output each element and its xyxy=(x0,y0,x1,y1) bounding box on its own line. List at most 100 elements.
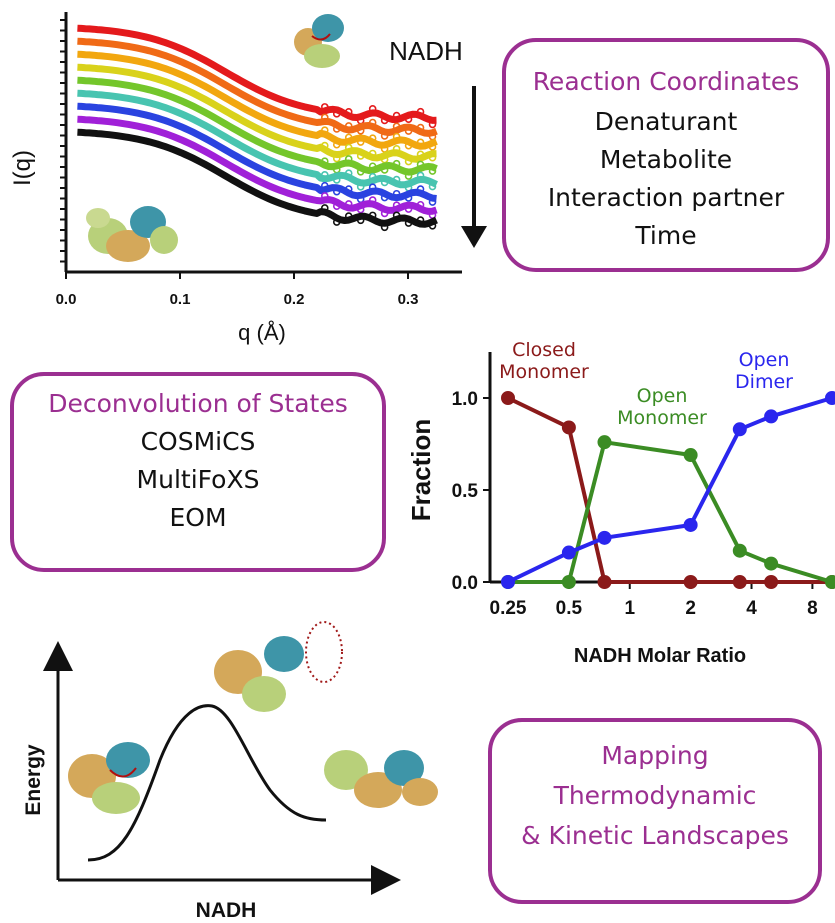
saxs-scatter-point xyxy=(416,185,425,193)
energy-panel: Energy NADH xyxy=(22,621,438,922)
saxs-curve xyxy=(77,37,438,137)
saxs-scatter-point xyxy=(332,202,341,210)
saxs-scatter-point xyxy=(416,171,425,180)
saxs-scatter-point xyxy=(356,167,365,176)
saxs-scatter-point xyxy=(380,209,389,218)
fraction-data-point xyxy=(764,556,779,571)
fraction-data-point xyxy=(683,575,698,589)
saxs-scatter-point xyxy=(368,211,377,220)
fraction-data-point xyxy=(764,409,779,424)
reaction-coordinates-box: Reaction Coordinates Denaturant Metaboli… xyxy=(502,38,830,272)
saxs-scatter-point xyxy=(380,223,389,232)
reaction-item: Denaturant xyxy=(595,107,738,136)
saxs-curve xyxy=(77,115,438,215)
energy-curve xyxy=(87,704,327,862)
saxs-curve xyxy=(77,128,438,228)
saxs-scatter-point xyxy=(344,169,353,178)
fraction-data-point xyxy=(825,575,835,589)
saxs-curve xyxy=(77,89,438,189)
saxs-scatter-point xyxy=(392,211,401,220)
saxs-scatter-point xyxy=(380,193,389,202)
saxs-scatter-point xyxy=(344,185,353,193)
fraction-data-point xyxy=(501,391,515,405)
reaction-box-title: Reaction Coordinates xyxy=(533,67,800,96)
fraction-x-tick-label: 8 xyxy=(807,598,818,619)
fraction-y-label: Fraction xyxy=(406,419,436,522)
saxs-scatter-point xyxy=(344,108,353,116)
saxs-scatter-point xyxy=(356,205,365,214)
fraction-y-tick-label: 0.0 xyxy=(452,573,478,594)
fraction-data-point xyxy=(732,543,747,558)
saxs-scatter-point xyxy=(404,115,413,123)
saxs-scatter-point xyxy=(344,143,353,152)
fraction-data-point xyxy=(732,575,747,589)
saxs-scatter-point xyxy=(344,212,353,220)
fraction-data-point xyxy=(825,391,835,405)
saxs-scatter-point xyxy=(368,183,377,192)
fraction-series-label: Monomer xyxy=(617,407,707,429)
saxs-scatter-point xyxy=(392,159,401,168)
mapping-line: Thermodynamic xyxy=(553,781,757,810)
fraction-x-tick-label: 1 xyxy=(624,598,635,619)
saxs-x-tick-label: 0.0 xyxy=(56,291,77,308)
fraction-data-point xyxy=(561,420,576,435)
saxs-scatter-point xyxy=(416,160,425,169)
fraction-data-point xyxy=(764,575,779,589)
saxs-x-tick-label: 0.2 xyxy=(284,291,305,308)
energy-x-label: NADH xyxy=(196,899,257,922)
saxs-panel: 0.0 0.1 0.2 0.3 I(q) q (Å) NADH xyxy=(9,12,487,345)
saxs-scatter-point xyxy=(404,172,413,180)
saxs-scatter-point xyxy=(416,200,425,209)
saxs-x-tick-label: 0.3 xyxy=(398,291,419,308)
mapping-line: Mapping xyxy=(601,741,708,770)
saxs-y-ticks xyxy=(60,19,66,263)
open-dimer-molecule-icon xyxy=(324,750,438,808)
fraction-data-point xyxy=(683,517,698,532)
fraction-x-tick-label: 4 xyxy=(746,598,757,619)
reaction-item: Interaction partner xyxy=(548,183,785,212)
fraction-x-tick-label: 0.25 xyxy=(490,598,527,619)
saxs-scatter-point xyxy=(416,150,425,159)
saxs-scatter-point xyxy=(356,138,365,146)
saxs-scatter-point xyxy=(320,103,329,111)
saxs-scatter-point xyxy=(392,111,401,120)
saxs-scatter-point xyxy=(380,166,389,174)
fraction-x-label: NADH Molar Ratio xyxy=(574,645,746,667)
saxs-scatter-point xyxy=(392,132,401,141)
saxs-scatter-point xyxy=(368,162,377,171)
reaction-box-border xyxy=(502,38,830,272)
saxs-scatter-point xyxy=(368,118,377,127)
saxs-scatter-point xyxy=(428,198,437,206)
monomer-molecule-icon xyxy=(294,14,344,68)
saxs-scatter-point xyxy=(332,140,341,149)
saxs-scatter-point xyxy=(332,218,341,226)
saxs-x-ticks: 0.0 0.1 0.2 0.3 xyxy=(56,272,419,308)
saxs-scatter-point xyxy=(428,153,437,162)
fraction-data-point xyxy=(501,575,515,589)
saxs-curve xyxy=(77,63,437,163)
deconvolution-item: COSMiCS xyxy=(141,427,256,456)
fraction-data-point xyxy=(597,435,612,450)
saxs-scatter-point xyxy=(392,122,401,131)
fraction-series-label: Dimer xyxy=(735,371,793,393)
saxs-scatter-point xyxy=(356,216,365,225)
saxs-scatter-point xyxy=(320,192,329,200)
saxs-x-tick-label: 0.1 xyxy=(170,291,191,308)
fraction-y-tick-label: 1.0 xyxy=(452,389,478,410)
saxs-scatter-point xyxy=(320,157,329,166)
saxs-curve xyxy=(77,102,437,202)
fraction-series-label: Open xyxy=(739,349,790,371)
saxs-scatter-point xyxy=(320,113,329,122)
fraction-data-point xyxy=(561,575,576,589)
fraction-data-point xyxy=(683,448,698,463)
fraction-y-tick-label: 0.5 xyxy=(452,481,479,502)
saxs-scatter-point xyxy=(428,167,437,175)
saxs-scatter-point xyxy=(404,219,413,227)
saxs-scatter-point xyxy=(356,127,365,135)
saxs-scatter-point xyxy=(392,175,401,184)
saxs-scatter-point xyxy=(356,152,365,160)
saxs-scatter-point xyxy=(344,122,353,130)
nadh-down-arrow-icon xyxy=(461,226,487,248)
fraction-chart: 0.0 0.5 1.0 0.25 0.5 1 2 4 8 Fraction NADH Mola… xyxy=(406,339,835,667)
